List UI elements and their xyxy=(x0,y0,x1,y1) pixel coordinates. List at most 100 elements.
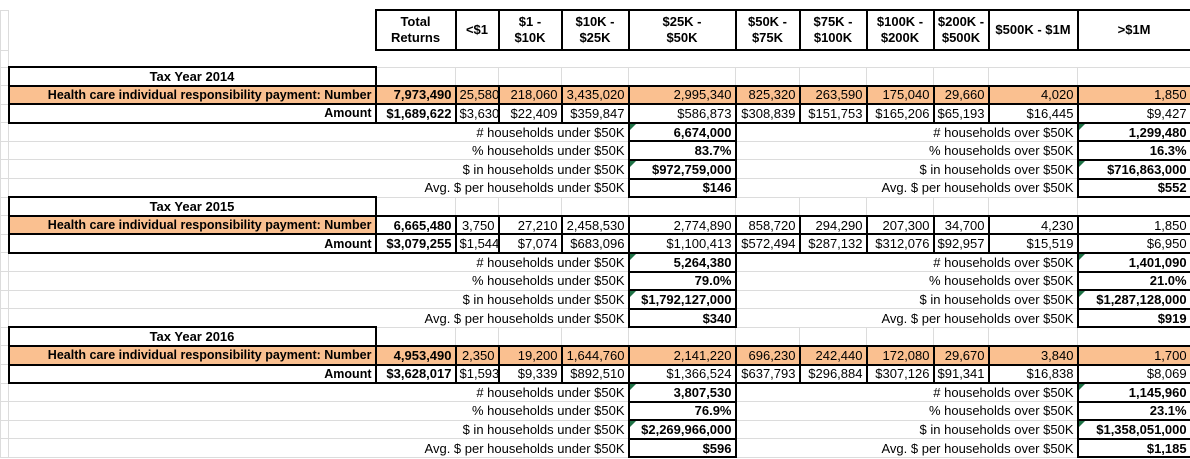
household-value-cell[interactable]: 1,401,090 xyxy=(1076,251,1190,273)
col-header-10k-25k[interactable]: $10K - $25K xyxy=(560,9,630,51)
row-label-cell[interactable]: Amount xyxy=(7,233,377,254)
row-label-cell[interactable]: Amount xyxy=(7,103,377,124)
amount-cell[interactable]: $312,076 xyxy=(865,233,935,254)
number-cell[interactable]: 175,040 xyxy=(865,84,935,106)
amount-cell[interactable]: $307,126 xyxy=(865,363,935,385)
household-value-cell[interactable]: 1,299,480 xyxy=(1076,121,1190,143)
number-cell[interactable]: 218,060 xyxy=(497,84,563,106)
household-value-cell[interactable]: 5,264,380 xyxy=(627,251,737,273)
col-header-under-1[interactable]: <$1 xyxy=(454,9,500,51)
household-label-cell[interactable]: % households over $50K xyxy=(735,401,1078,421)
amount-cell[interactable]: $359,847 xyxy=(560,103,630,124)
col-header-500k-1m[interactable]: $500K - $1M xyxy=(987,9,1079,51)
amount-cell[interactable]: $1,544 xyxy=(454,233,500,254)
household-label-cell[interactable]: # households over $50K xyxy=(735,383,1078,403)
number-cell[interactable]: 4,020 xyxy=(987,84,1079,106)
household-value-cell[interactable]: 76.9% xyxy=(627,400,737,422)
number-cell[interactable]: 27,210 xyxy=(497,214,563,236)
household-label-cell[interactable]: % households under $50K xyxy=(375,141,629,161)
household-value-cell[interactable]: $340 xyxy=(627,307,737,329)
amount-cell[interactable]: $9,427 xyxy=(1076,103,1190,124)
amount-cell[interactable]: $1,593 xyxy=(454,363,500,385)
household-value-cell[interactable]: 79.0% xyxy=(627,270,737,292)
household-value-cell[interactable]: $716,863,000 xyxy=(1076,158,1190,180)
col-header-50k-75k[interactable]: $50K - $75K xyxy=(734,9,801,51)
col-header-100k-200k[interactable]: $100K - $200K xyxy=(865,9,935,51)
household-label-cell[interactable]: Avg. $ per households under $50K xyxy=(375,438,629,458)
amount-cell[interactable]: $9,339 xyxy=(497,363,563,385)
household-label-cell[interactable]: % households over $50K xyxy=(735,271,1078,291)
amount-cell[interactable]: $165,206 xyxy=(865,103,935,124)
household-value-cell[interactable]: $1,792,127,000 xyxy=(627,289,737,310)
household-value-cell[interactable]: $2,269,966,000 xyxy=(627,419,737,440)
row-label-cell[interactable]: Health care individual responsibility pa… xyxy=(7,84,377,106)
amount-cell[interactable]: $296,884 xyxy=(798,363,868,385)
number-cell[interactable]: 7,973,490 xyxy=(374,84,457,106)
amount-cell[interactable]: $3,079,255 xyxy=(374,233,457,254)
household-value-cell[interactable]: $552 xyxy=(1076,177,1190,199)
number-cell[interactable]: 825,320 xyxy=(734,84,801,106)
amount-cell[interactable]: $572,494 xyxy=(734,233,801,254)
household-label-cell[interactable]: # households over $50K xyxy=(735,252,1078,273)
amount-cell[interactable]: $6,950 xyxy=(1076,233,1190,254)
household-value-cell[interactable]: 23.1% xyxy=(1076,400,1190,422)
number-cell[interactable]: 34,700 xyxy=(932,214,990,236)
number-cell[interactable]: 1,644,760 xyxy=(560,344,630,366)
amount-cell[interactable]: $8,069 xyxy=(1076,363,1190,385)
row-label-cell[interactable]: Health care individual responsibility pa… xyxy=(7,344,377,366)
amount-cell[interactable]: $92,957 xyxy=(932,233,990,254)
number-cell[interactable]: 2,458,530 xyxy=(560,214,630,236)
household-value-cell[interactable]: $596 xyxy=(627,437,737,459)
col-header-25k-50k[interactable]: $25K - $50K xyxy=(627,9,737,51)
household-label-cell[interactable]: % households under $50K xyxy=(375,271,629,291)
number-cell[interactable]: 858,720 xyxy=(734,214,801,236)
number-cell[interactable]: 172,080 xyxy=(865,344,935,366)
household-label-cell[interactable]: $ in households over $50K xyxy=(735,290,1078,310)
household-label-cell[interactable]: Avg. $ per households over $50K xyxy=(735,308,1078,328)
amount-cell[interactable]: $1,366,524 xyxy=(627,363,737,385)
col-header-total-returns[interactable]: Total Returns xyxy=(374,9,457,51)
year-cell[interactable]: Tax Year 2016 xyxy=(7,326,377,347)
household-value-cell[interactable]: $919 xyxy=(1076,307,1190,329)
number-cell[interactable]: 294,290 xyxy=(798,214,868,236)
number-cell[interactable]: 4,953,490 xyxy=(374,344,457,366)
number-cell[interactable]: 1,700 xyxy=(1076,344,1190,366)
amount-cell[interactable]: $3,628,017 xyxy=(374,363,457,385)
household-value-cell[interactable]: $146 xyxy=(627,177,737,199)
amount-cell[interactable]: $1,689,622 xyxy=(374,103,457,124)
household-label-cell[interactable]: Avg. $ per households over $50K xyxy=(735,438,1078,458)
amount-cell[interactable]: $15,519 xyxy=(987,233,1079,254)
col-header-over-1m[interactable]: >$1M xyxy=(1076,9,1190,51)
amount-cell[interactable]: $16,445 xyxy=(987,103,1079,124)
amount-cell[interactable]: $637,793 xyxy=(734,363,801,385)
amount-cell[interactable]: $683,096 xyxy=(560,233,630,254)
household-label-cell[interactable]: $ in households under $50K xyxy=(375,290,629,310)
number-cell[interactable]: 207,300 xyxy=(865,214,935,236)
household-label-cell[interactable]: Avg. $ per households over $50K xyxy=(735,178,1078,198)
household-label-cell[interactable]: $ in households over $50K xyxy=(735,159,1078,180)
col-header-1-10k[interactable]: $1 - $10K xyxy=(497,9,563,51)
household-label-cell[interactable]: $ in households under $50K xyxy=(375,420,629,440)
amount-cell[interactable]: $586,873 xyxy=(627,103,737,124)
household-value-cell[interactable]: 16.3% xyxy=(1076,140,1190,161)
number-cell[interactable]: 3,750 xyxy=(454,214,500,236)
number-cell[interactable]: 1,850 xyxy=(1076,84,1190,106)
number-cell[interactable]: 2,995,340 xyxy=(627,84,737,106)
number-cell[interactable]: 696,230 xyxy=(734,344,801,366)
number-cell[interactable]: 6,665,480 xyxy=(374,214,457,236)
household-value-cell[interactable]: $1,358,051,000 xyxy=(1076,419,1190,440)
amount-cell[interactable]: $16,838 xyxy=(987,363,1079,385)
number-cell[interactable]: 1,850 xyxy=(1076,214,1190,236)
amount-cell[interactable]: $151,753 xyxy=(798,103,868,124)
number-cell[interactable]: 4,230 xyxy=(987,214,1079,236)
household-label-cell[interactable]: % households over $50K xyxy=(735,141,1078,161)
number-cell[interactable]: 25,580 xyxy=(454,84,500,106)
household-label-cell[interactable]: $ in households under $50K xyxy=(375,159,629,180)
year-cell[interactable]: Tax Year 2015 xyxy=(7,196,377,217)
amount-cell[interactable]: $91,341 xyxy=(932,363,990,385)
amount-cell[interactable]: $287,132 xyxy=(798,233,868,254)
amount-cell[interactable]: $65,193 xyxy=(932,103,990,124)
household-label-cell[interactable]: Avg. $ per households under $50K xyxy=(375,308,629,328)
amount-cell[interactable]: $1,100,413 xyxy=(627,233,737,254)
household-label-cell[interactable]: $ in households over $50K xyxy=(735,420,1078,440)
